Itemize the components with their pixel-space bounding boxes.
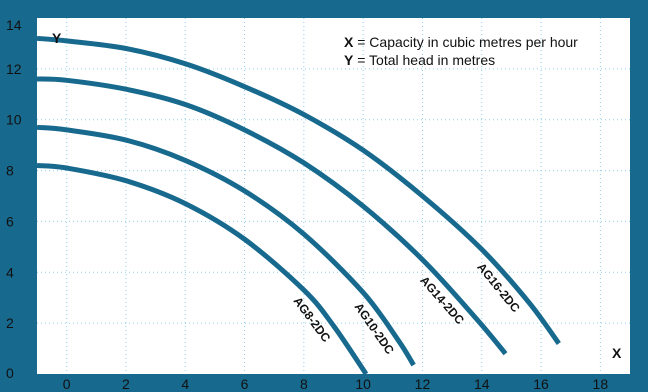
x-axis-letter: X (612, 345, 622, 361)
y-axis-letter: Y (52, 30, 62, 46)
curve-ag10-2dc (36, 124, 416, 367)
y-tick-label-3: 6 (6, 213, 14, 229)
x-tick-label-8: 16 (533, 376, 549, 392)
y-tick-label-6: 12 (6, 61, 22, 77)
legend-text-x: = Capacity in cubic metres per hour (353, 34, 578, 50)
legend-text-y: = Total head in metres (353, 52, 495, 68)
x-tick-label-7: 14 (474, 376, 490, 392)
legend-line-y: Y = Total head in metres (344, 52, 495, 68)
x-tick-label-2: 4 (181, 376, 189, 392)
y-tick-label-2: 4 (6, 264, 14, 280)
performance-curves (36, 35, 561, 376)
y-tick-label-5: 10 (6, 112, 22, 128)
x-tick-label-5: 10 (355, 376, 371, 392)
x-tick-label-1: 2 (122, 376, 130, 392)
legend-key-y: Y (344, 52, 354, 68)
y-tick-label-1: 2 (6, 315, 14, 331)
x-tick-label-6: 12 (415, 376, 431, 392)
legend-key-x: X (344, 34, 354, 50)
curve-ag8-2dc (36, 163, 369, 376)
plot-area (37, 18, 630, 374)
x-tick-label-0: 0 (63, 376, 71, 392)
y-tick-label-7: 14 (6, 17, 22, 33)
x-tick-label-9: 18 (593, 376, 609, 392)
x-tick-label-4: 8 (300, 376, 308, 392)
tick-labels: 0 2 4 6 8 10 12 14 16 18 0 2 4 6 8 10 12 14 (6, 17, 608, 392)
legend: X = Capacity in cubic metres per hour Y … (344, 34, 578, 68)
y-tick-label-0: 0 (6, 365, 14, 381)
y-tick-label-4: 8 (6, 163, 14, 179)
curve-ag14-2dc (36, 76, 508, 356)
curve-ag16-2dc (36, 35, 561, 345)
x-tick-label-3: 6 (241, 376, 249, 392)
legend-line-x: X = Capacity in cubic metres per hour (344, 34, 578, 50)
